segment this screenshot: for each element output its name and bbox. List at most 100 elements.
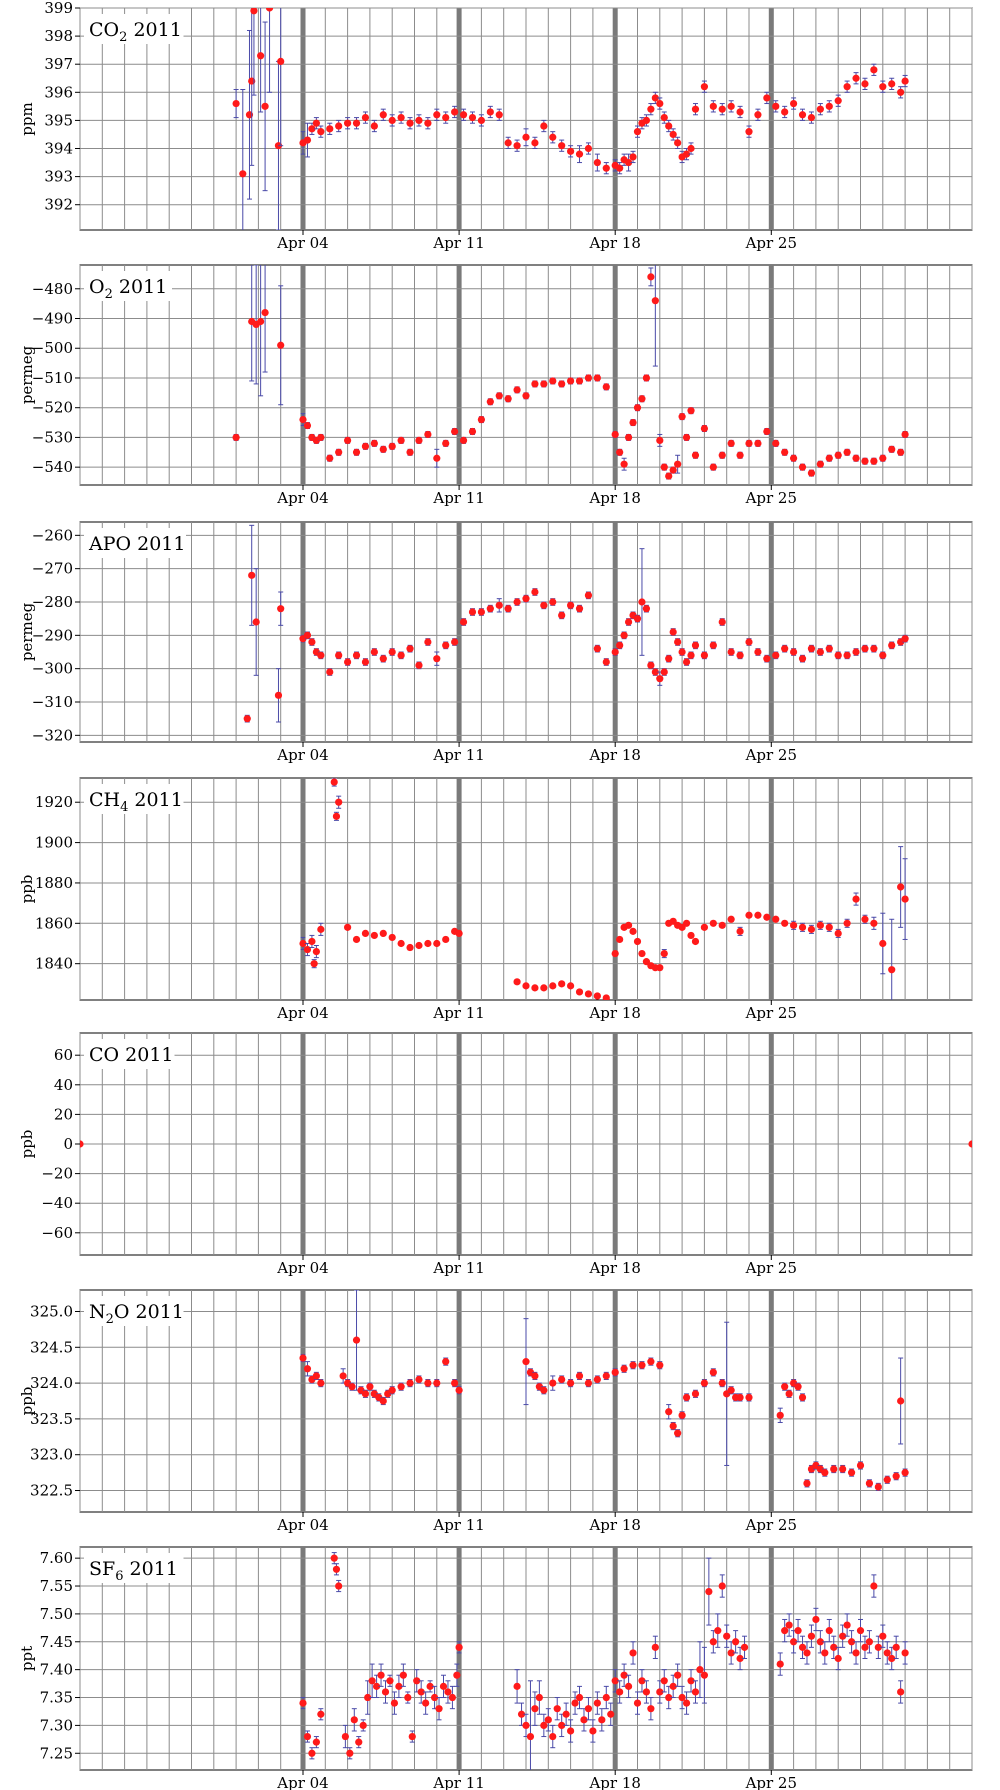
x-tick-label: Apr 18 bbox=[588, 1774, 640, 1790]
data-point bbox=[589, 1727, 597, 1735]
y-tick-label: −310 bbox=[32, 693, 73, 711]
y-tick-label: −260 bbox=[32, 526, 73, 544]
data-point bbox=[674, 1671, 682, 1679]
data-point bbox=[388, 1386, 396, 1394]
data-point bbox=[366, 1383, 374, 1391]
data-point bbox=[843, 651, 851, 659]
data-point bbox=[444, 1688, 452, 1696]
panel-title: O2 2011 bbox=[89, 276, 167, 302]
data-point bbox=[682, 1699, 691, 1707]
data-point bbox=[776, 1660, 784, 1668]
data-point bbox=[439, 1682, 448, 1690]
data-point bbox=[388, 648, 396, 656]
y-tick-label: 7.60 bbox=[40, 1549, 73, 1567]
data-point bbox=[781, 108, 789, 116]
data-point bbox=[772, 915, 780, 923]
data-point bbox=[415, 436, 423, 445]
data-point bbox=[250, 8, 258, 15]
data-point bbox=[540, 1721, 548, 1729]
y-tick-label: 323.0 bbox=[30, 1446, 73, 1464]
title-backing bbox=[84, 14, 184, 44]
data-point bbox=[852, 74, 860, 82]
x-tick-label: Apr 18 bbox=[588, 746, 640, 764]
data-point bbox=[660, 463, 668, 471]
data-point bbox=[691, 1390, 700, 1398]
data-point bbox=[341, 1732, 349, 1741]
data-point bbox=[691, 1688, 700, 1696]
data-point bbox=[642, 605, 651, 613]
data-point bbox=[785, 1390, 793, 1398]
data-point bbox=[433, 111, 441, 119]
data-point bbox=[308, 125, 316, 133]
data-point bbox=[790, 648, 798, 656]
data-point bbox=[785, 1621, 793, 1629]
data-point bbox=[540, 1386, 548, 1394]
data-point bbox=[656, 436, 664, 445]
data-point bbox=[647, 105, 655, 113]
data-point bbox=[580, 1716, 588, 1724]
data-point bbox=[370, 122, 378, 130]
y-tick-label: −300 bbox=[32, 660, 73, 678]
data-point bbox=[763, 913, 771, 921]
data-point bbox=[584, 591, 593, 599]
data-point bbox=[870, 919, 878, 927]
data-point bbox=[834, 651, 842, 659]
y-tick-label: 392 bbox=[44, 196, 73, 214]
y-tick-label: −500 bbox=[32, 339, 73, 357]
data-point bbox=[888, 80, 896, 88]
x-tick-label: Apr 25 bbox=[745, 234, 797, 252]
data-point bbox=[781, 1383, 789, 1391]
data-point bbox=[232, 99, 240, 108]
data-point bbox=[567, 982, 575, 990]
data-point bbox=[700, 1379, 709, 1387]
data-point bbox=[772, 651, 780, 659]
data-point bbox=[602, 164, 610, 172]
data-point bbox=[687, 651, 695, 659]
data-point bbox=[807, 1632, 816, 1640]
y-tick-label: 393 bbox=[44, 168, 73, 186]
data-point bbox=[575, 605, 584, 613]
data-point bbox=[372, 1682, 381, 1690]
data-point bbox=[723, 1632, 731, 1640]
data-point bbox=[277, 605, 285, 613]
data-point bbox=[335, 448, 343, 456]
data-point bbox=[430, 1693, 439, 1702]
data-point bbox=[901, 430, 909, 439]
data-point bbox=[847, 1638, 856, 1646]
data-point bbox=[616, 1688, 624, 1696]
data-point bbox=[274, 691, 283, 699]
data-point bbox=[718, 618, 726, 626]
data-point bbox=[870, 66, 878, 74]
title-backing bbox=[84, 1296, 184, 1326]
data-point bbox=[442, 113, 450, 122]
data-point bbox=[624, 618, 633, 626]
data-point bbox=[816, 648, 824, 656]
data-point bbox=[870, 1582, 878, 1590]
data-point bbox=[714, 1627, 722, 1635]
data-point bbox=[781, 645, 789, 653]
data-point bbox=[558, 142, 566, 150]
y-tick-label: 60 bbox=[54, 1046, 73, 1064]
data-point bbox=[709, 641, 717, 649]
data-point bbox=[624, 921, 633, 929]
data-point bbox=[732, 1638, 740, 1646]
data-point bbox=[531, 1372, 539, 1380]
data-point bbox=[602, 658, 610, 666]
data-point bbox=[798, 1393, 807, 1402]
y-tick-label: −290 bbox=[32, 626, 73, 644]
y-axis-label: ppb bbox=[18, 1387, 36, 1416]
data-point bbox=[415, 941, 423, 950]
data-point bbox=[575, 1372, 584, 1380]
data-point bbox=[700, 1671, 709, 1679]
data-point bbox=[326, 125, 334, 133]
data-point bbox=[575, 150, 584, 158]
data-point bbox=[370, 931, 378, 940]
data-point bbox=[700, 923, 709, 931]
data-point bbox=[656, 1688, 664, 1696]
data-point bbox=[406, 448, 414, 456]
data-point bbox=[888, 1654, 896, 1663]
data-point bbox=[424, 939, 432, 948]
data-point bbox=[540, 984, 548, 992]
data-point bbox=[558, 380, 566, 388]
